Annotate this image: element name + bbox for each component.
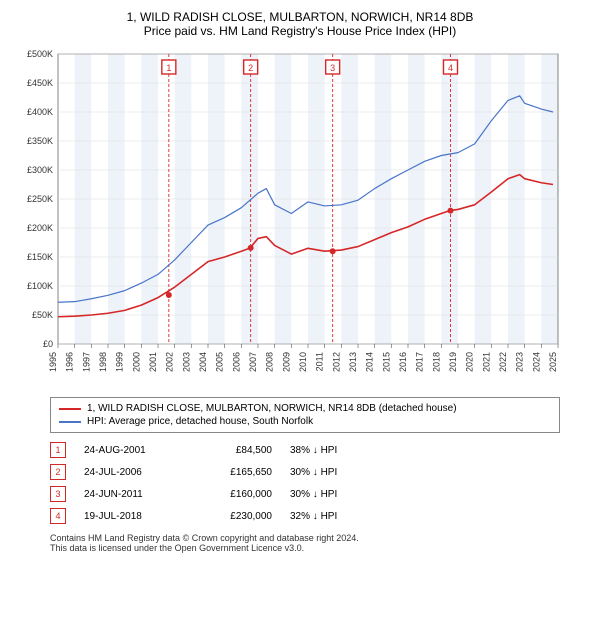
- row-price: £165,650: [192, 467, 272, 478]
- svg-text:£350K: £350K: [27, 136, 53, 146]
- svg-text:2014: 2014: [365, 352, 375, 372]
- svg-text:2024: 2024: [531, 352, 541, 372]
- footnote-line2: This data is licensed under the Open Gov…: [50, 543, 560, 553]
- svg-text:2021: 2021: [481, 352, 491, 372]
- svg-text:£0: £0: [43, 339, 53, 349]
- svg-text:2009: 2009: [281, 352, 291, 372]
- sales-table: 1 24-AUG-2001 £84,500 38% ↓ HPI 2 24-JUL-2006…: [50, 439, 560, 527]
- legend-row: HPI: Average price, detached house, Sout…: [59, 415, 551, 428]
- svg-text:3: 3: [330, 63, 335, 73]
- svg-text:1995: 1995: [48, 352, 58, 372]
- svg-text:2011: 2011: [315, 352, 325, 371]
- svg-text:2003: 2003: [181, 352, 191, 372]
- table-row: 2 24-JUL-2006 £165,650 30% ↓ HPI: [50, 461, 560, 483]
- svg-text:2025: 2025: [548, 352, 558, 372]
- row-marker: 1: [50, 442, 66, 458]
- svg-text:2002: 2002: [165, 352, 175, 372]
- svg-text:£250K: £250K: [27, 194, 53, 204]
- svg-text:1999: 1999: [115, 352, 125, 372]
- svg-text:2022: 2022: [498, 352, 508, 372]
- title-subtitle: Price paid vs. HM Land Registry's House …: [10, 24, 590, 38]
- svg-text:£450K: £450K: [27, 78, 53, 88]
- row-marker: 3: [50, 486, 66, 502]
- table-row: 1 24-AUG-2001 £84,500 38% ↓ HPI: [50, 439, 560, 461]
- footnote-line1: Contains HM Land Registry data © Crown c…: [50, 533, 560, 543]
- table-row: 3 24-JUN-2011 £160,000 30% ↓ HPI: [50, 483, 560, 505]
- legend-label: HPI: Average price, detached house, Sout…: [87, 416, 313, 427]
- row-date: 19-JUL-2018: [84, 511, 174, 522]
- svg-text:2020: 2020: [465, 352, 475, 372]
- svg-text:2: 2: [248, 63, 253, 73]
- chart-title: 1, WILD RADISH CLOSE, MULBARTON, NORWICH…: [10, 10, 590, 38]
- row-date: 24-JUL-2006: [84, 467, 174, 478]
- svg-text:2019: 2019: [448, 352, 458, 372]
- svg-text:2005: 2005: [215, 352, 225, 372]
- row-marker: 4: [50, 508, 66, 524]
- row-date: 24-JUN-2011: [84, 489, 174, 500]
- row-date: 24-AUG-2001: [84, 445, 174, 456]
- row-price: £84,500: [192, 445, 272, 456]
- svg-text:4: 4: [448, 63, 453, 73]
- chart-svg: £0 £50K £100K £150K £200K £250K £300K £350K £400…: [10, 44, 570, 384]
- table-row: 4 19-JUL-2018 £230,000 32% ↓ HPI: [50, 505, 560, 527]
- legend-label: 1, WILD RADISH CLOSE, MULBARTON, NORWICH…: [87, 403, 457, 414]
- svg-text:£500K: £500K: [27, 49, 53, 59]
- chart-legend: 1, WILD RADISH CLOSE, MULBARTON, NORWICH…: [50, 397, 560, 433]
- legend-swatch: [59, 421, 81, 423]
- svg-text:2008: 2008: [265, 352, 275, 372]
- svg-text:2023: 2023: [515, 352, 525, 372]
- svg-text:2006: 2006: [231, 352, 241, 372]
- svg-text:1996: 1996: [65, 352, 75, 372]
- row-pct: 32% ↓ HPI: [290, 511, 390, 522]
- row-pct: 30% ↓ HPI: [290, 467, 390, 478]
- row-price: £230,000: [192, 511, 272, 522]
- footnote: Contains HM Land Registry data © Crown c…: [50, 533, 560, 553]
- svg-text:2001: 2001: [148, 352, 158, 372]
- svg-text:2016: 2016: [398, 352, 408, 372]
- svg-text:£400K: £400K: [27, 107, 53, 117]
- svg-text:2000: 2000: [131, 352, 141, 372]
- svg-text:£300K: £300K: [27, 165, 53, 175]
- row-pct: 30% ↓ HPI: [290, 489, 390, 500]
- row-pct: 38% ↓ HPI: [290, 445, 390, 456]
- svg-text:2017: 2017: [415, 352, 425, 372]
- svg-text:£50K: £50K: [32, 310, 53, 320]
- svg-text:2012: 2012: [331, 352, 341, 372]
- svg-text:1998: 1998: [98, 352, 108, 372]
- svg-text:2015: 2015: [381, 352, 391, 372]
- svg-text:1: 1: [166, 63, 171, 73]
- svg-text:2007: 2007: [248, 352, 258, 372]
- svg-text:2018: 2018: [431, 352, 441, 372]
- svg-text:£200K: £200K: [27, 223, 53, 233]
- title-address: 1, WILD RADISH CLOSE, MULBARTON, NORWICH…: [10, 10, 590, 24]
- legend-swatch: [59, 408, 81, 410]
- svg-text:1997: 1997: [81, 352, 91, 372]
- svg-text:£150K: £150K: [27, 252, 53, 262]
- svg-text:2004: 2004: [198, 352, 208, 372]
- svg-text:£100K: £100K: [27, 281, 53, 291]
- row-price: £160,000: [192, 489, 272, 500]
- svg-text:2010: 2010: [298, 352, 308, 372]
- row-marker: 2: [50, 464, 66, 480]
- price-chart: £0 £50K £100K £150K £200K £250K £300K £350K £400…: [10, 44, 590, 389]
- legend-row: 1, WILD RADISH CLOSE, MULBARTON, NORWICH…: [59, 402, 551, 415]
- svg-text:2013: 2013: [348, 352, 358, 372]
